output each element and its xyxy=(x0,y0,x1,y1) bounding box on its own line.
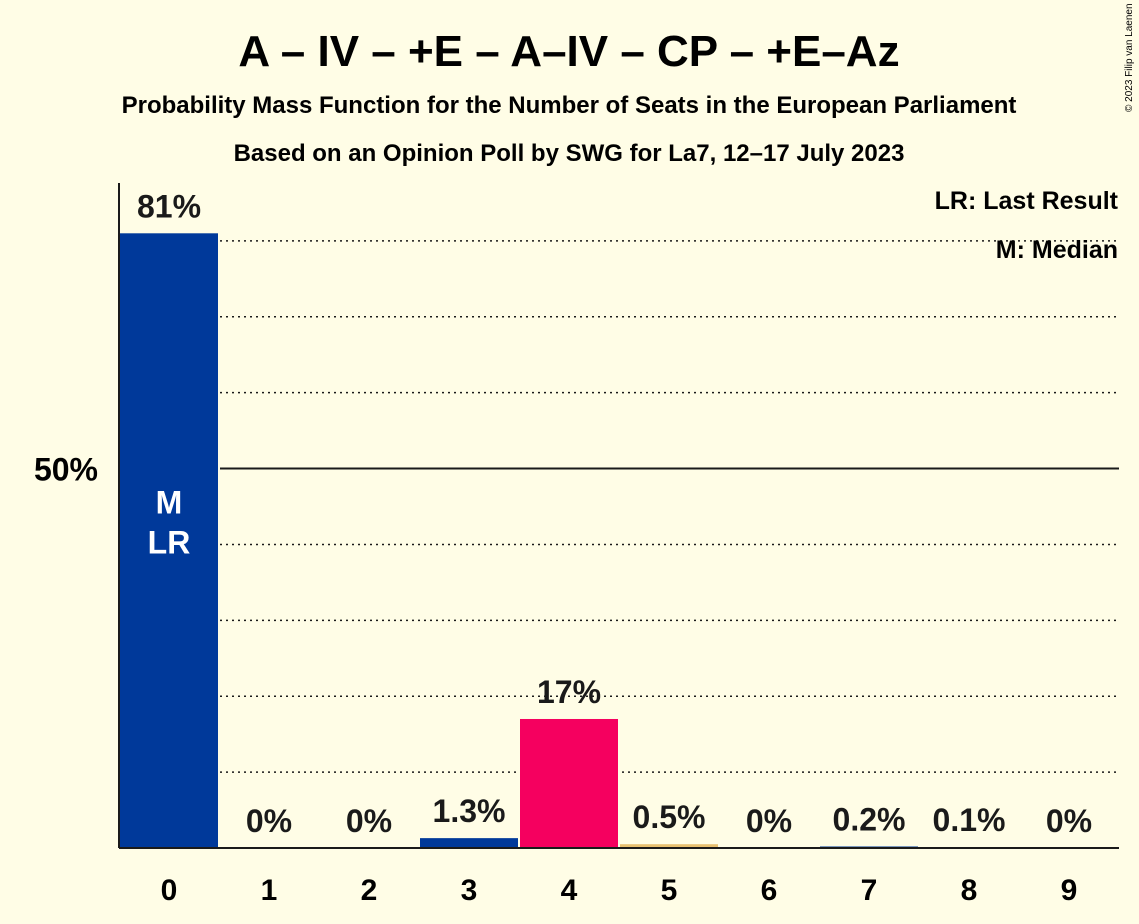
y-tick-label: 50% xyxy=(34,452,98,488)
x-tick-label-7: 7 xyxy=(861,874,878,907)
bar-seats-4 xyxy=(520,718,618,848)
data-label-1: 0% xyxy=(246,803,292,839)
copyright-note: © 2023 Filip van Laenen xyxy=(1124,3,1135,112)
x-tick-label-8: 8 xyxy=(961,874,978,907)
data-label-9: 0% xyxy=(1046,803,1092,839)
x-tick-label-0: 0 xyxy=(161,874,178,907)
x-tick-label-1: 1 xyxy=(261,874,278,907)
chart-subtitle: Probability Mass Function for the Number… xyxy=(122,92,1017,119)
data-label-4: 17% xyxy=(537,674,601,710)
legend-last-result: LR: Last Result xyxy=(935,187,1119,215)
x-tick-label-3: 3 xyxy=(461,874,478,907)
data-label-3: 1.3% xyxy=(433,793,506,829)
chart-title: A – IV – +E – A–IV – CP – +E–Az xyxy=(238,27,899,76)
x-tick-label-2: 2 xyxy=(361,874,378,907)
bars xyxy=(120,233,1018,849)
x-axis-ticks: 0 1 2 3 4 5 6 7 8 9 xyxy=(161,874,1078,907)
data-labels: 81% 0% 0% 1.3% 17% 0.5% 0% 0.2% 0.1% 0% M LR xyxy=(137,188,1092,839)
data-label-5: 0.5% xyxy=(633,799,706,835)
data-label-8: 0.1% xyxy=(933,802,1006,838)
chart-source: Based on an Opinion Poll by SWG for La7,… xyxy=(234,140,905,167)
median-marker: M xyxy=(156,484,183,520)
data-label-2: 0% xyxy=(346,803,392,839)
x-tick-label-4: 4 xyxy=(561,874,578,907)
legend-median: M: Median xyxy=(996,236,1118,264)
y-axis-ticks: 50% xyxy=(34,452,98,488)
bar-seats-0 xyxy=(120,233,218,849)
bar-seats-5 xyxy=(620,844,718,848)
data-label-6: 0% xyxy=(746,803,792,839)
gridlines xyxy=(220,240,1119,773)
bar-seats-3 xyxy=(420,838,518,848)
x-tick-label-9: 9 xyxy=(1061,874,1078,907)
x-tick-label-6: 6 xyxy=(761,874,778,907)
x-tick-label-5: 5 xyxy=(661,874,678,907)
last-result-marker: LR xyxy=(148,524,191,560)
data-label-0: 81% xyxy=(137,188,201,224)
data-label-7: 0.2% xyxy=(833,801,906,837)
